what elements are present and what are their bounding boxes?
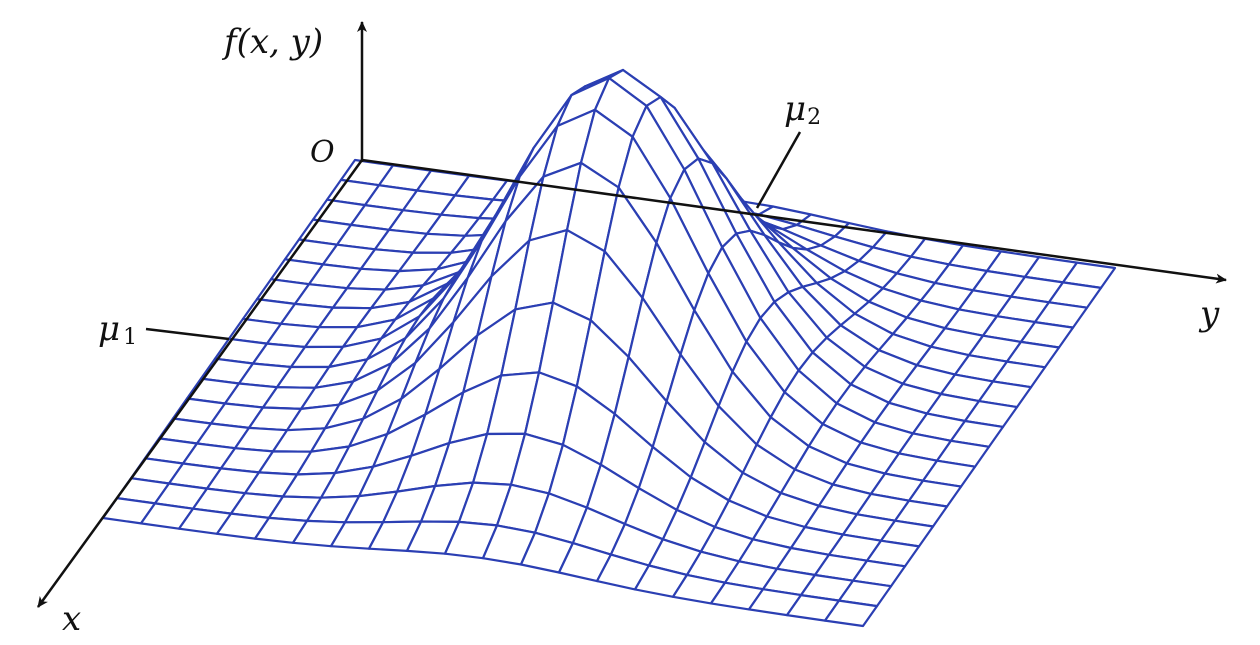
mesh-cell bbox=[823, 599, 879, 628]
surface-mesh bbox=[101, 68, 1117, 628]
y-axis bbox=[361, 158, 1227, 284]
mu1-leader-line bbox=[145, 327, 230, 341]
y-axis-label: y bbox=[1198, 294, 1220, 334]
mu2-label: μ2 bbox=[784, 89, 821, 130]
mu2-leader-line bbox=[755, 131, 802, 209]
x-axis bbox=[36, 159, 364, 608]
mu2-subscript: 2 bbox=[807, 105, 821, 130]
mu1-symbol: μ bbox=[98, 309, 120, 349]
x-axis-label: x bbox=[62, 599, 81, 639]
z-axis-label: f(x, y) bbox=[221, 22, 323, 62]
mu2-symbol: μ bbox=[784, 89, 806, 129]
mu1-subscript: 1 bbox=[123, 325, 137, 350]
origin-label: O bbox=[310, 135, 335, 170]
